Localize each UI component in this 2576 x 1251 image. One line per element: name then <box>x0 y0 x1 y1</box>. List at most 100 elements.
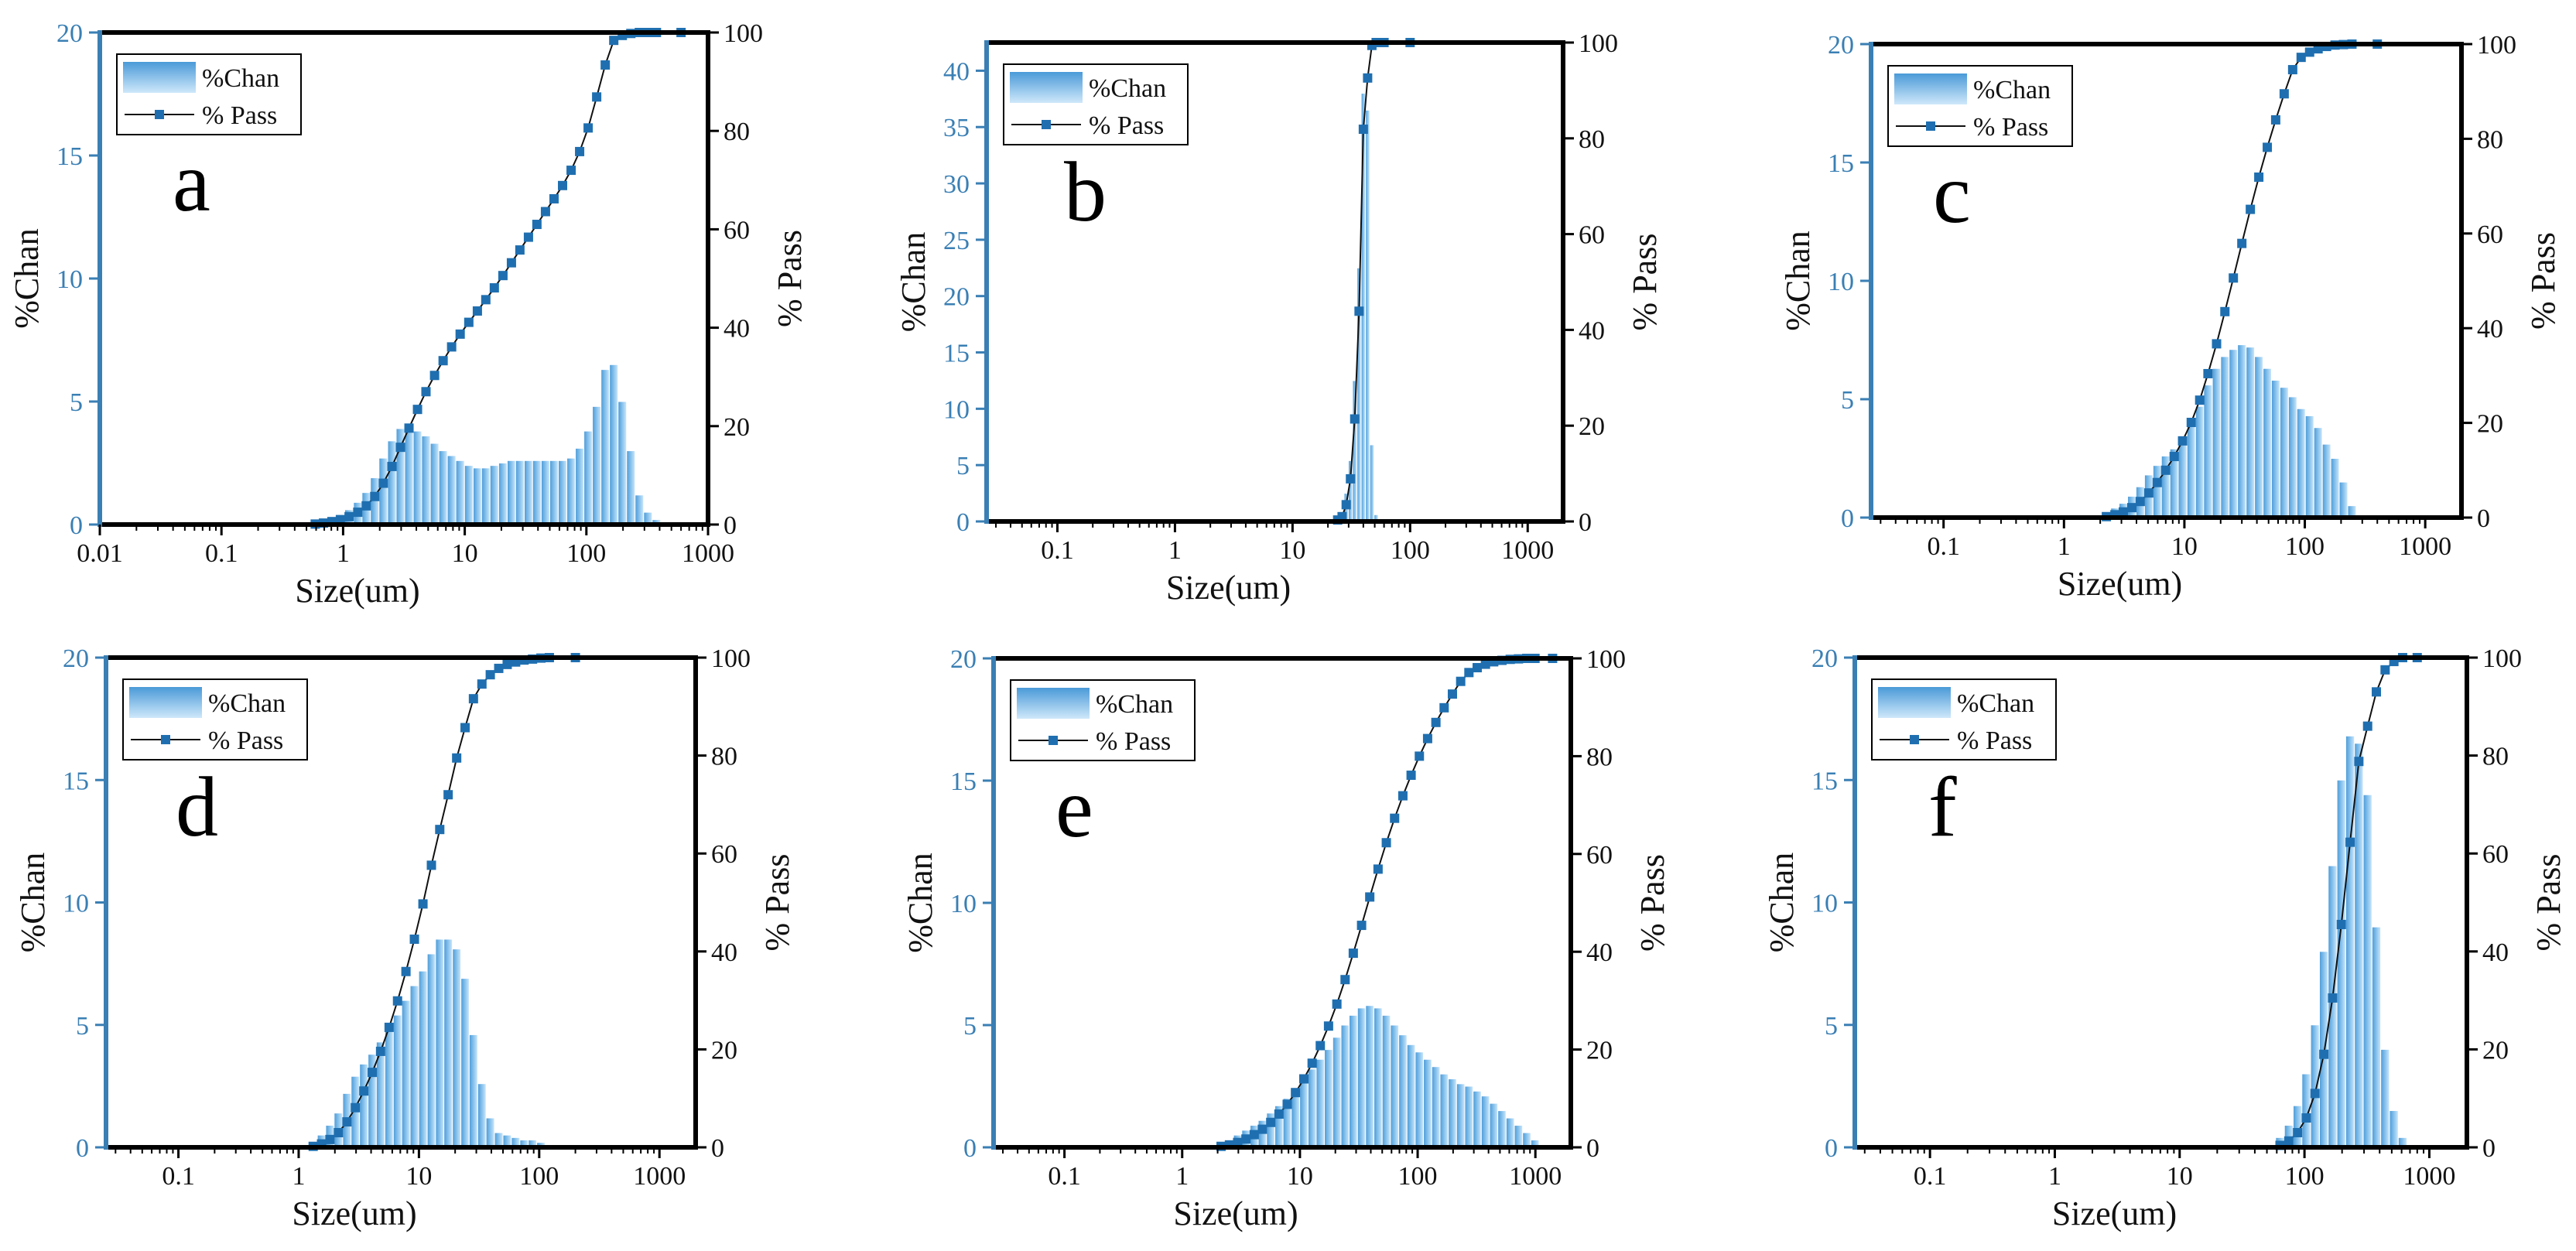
pass-marker <box>353 508 363 518</box>
y-right-axis-label: % Pass <box>1634 854 1671 952</box>
chan-bar <box>2254 356 2264 518</box>
pass-marker <box>1354 306 1364 316</box>
pass-marker <box>2160 465 2171 475</box>
chan-bar <box>429 443 440 525</box>
left-tick-label: 5 <box>1841 386 1854 415</box>
chan-bar <box>401 1000 411 1148</box>
right-tick-label: 40 <box>724 315 750 344</box>
pass-marker <box>418 899 428 909</box>
chart-panel-f: 0 5 10 15 20 0 20 40 60 80 100 0.1 1 10 100 1000 Size(um… <box>1763 644 2567 1232</box>
pass-marker <box>2186 417 2196 427</box>
chan-bar <box>1356 1007 1367 1148</box>
chan-bar <box>1406 1044 1416 1148</box>
pass-marker <box>2328 993 2338 1003</box>
right-tick-label: 60 <box>1586 841 1613 870</box>
left-tick-label: 20 <box>1828 31 1854 60</box>
chan-bar <box>2313 427 2323 518</box>
left-tick-label: 20 <box>950 645 977 674</box>
pass-marker <box>2310 1089 2320 1099</box>
right-tick-label: 60 <box>2477 220 2503 249</box>
pass-marker <box>558 180 568 190</box>
pass-marker <box>1365 892 1375 902</box>
legend: %Chan % Pass <box>1003 63 1189 145</box>
chan-bar <box>384 1027 394 1148</box>
chan-bar <box>468 1034 478 1148</box>
pass-marker <box>335 514 345 525</box>
pass-marker <box>1332 999 1342 1009</box>
pass-marker <box>351 1102 361 1113</box>
legend-pass-marker <box>155 110 164 119</box>
x-axis-label: Size(um) <box>295 572 419 610</box>
pass-marker <box>2362 721 2372 731</box>
y-left-axis-label: %Chan <box>8 228 46 329</box>
pass-marker <box>429 371 440 381</box>
right-tick-label: 100 <box>2482 644 2522 673</box>
chan-bar <box>418 970 428 1148</box>
pass-marker <box>325 1134 335 1144</box>
y-right-axis-label: % Pass <box>1626 234 1664 331</box>
pass-marker <box>575 146 585 156</box>
chan-bar <box>452 949 462 1148</box>
y-right-axis-label: % Pass <box>2524 232 2562 330</box>
legend-chan-swatch <box>1010 72 1083 103</box>
x-tick-label: 0.1 <box>1914 1162 1947 1191</box>
left-tick-label: 10 <box>950 890 977 918</box>
pass-marker <box>2126 503 2136 513</box>
right-tick-label: 100 <box>2477 31 2516 60</box>
chan-bar <box>1431 1066 1441 1148</box>
x-tick-label: 100 <box>519 1162 559 1191</box>
pass-marker <box>600 60 611 70</box>
right-tick-label: 100 <box>1586 645 1626 674</box>
x-tick-label: 10 <box>1287 1162 1313 1191</box>
right-tick-label: 100 <box>1579 29 1618 58</box>
right-tick-label: 40 <box>1586 938 1613 967</box>
y-right-axis-label: % Pass <box>758 854 796 952</box>
chan-bar <box>2177 439 2188 518</box>
x-tick-label: 0.1 <box>205 539 238 568</box>
chan-bar <box>2220 356 2230 518</box>
chan-bar <box>1439 1073 1449 1148</box>
chan-bar <box>1374 1007 1383 1148</box>
pass-marker <box>384 1022 394 1032</box>
pass-marker <box>2203 368 2213 378</box>
chan-bar <box>421 436 431 525</box>
pass-marker <box>404 423 414 433</box>
right-tick-label: 0 <box>1579 508 1592 537</box>
pass-marker <box>1323 1021 1333 1031</box>
chan-bar <box>1390 1024 1400 1148</box>
chan-bar <box>2328 865 2338 1148</box>
chart-panel-c: 0 5 10 15 20 0 20 40 60 80 100 0.1 1 10 100 1000 Size(um… <box>1779 31 2562 603</box>
chan-bar <box>2229 349 2239 518</box>
chan-bar <box>635 494 645 525</box>
pass-marker <box>506 258 516 268</box>
chan-bar <box>460 978 470 1148</box>
x-tick-label: 10 <box>452 539 478 568</box>
left-tick-label: 0 <box>70 511 83 540</box>
chan-bar <box>378 457 388 525</box>
pass-marker <box>1480 659 1490 669</box>
pass-marker <box>392 996 402 1006</box>
x-tick-label: 100 <box>1398 1162 1438 1191</box>
left-tick-label: 5 <box>956 452 970 480</box>
left-tick-label: 40 <box>943 57 970 86</box>
pass-marker <box>1241 1134 1251 1144</box>
chan-bar <box>2212 367 2222 518</box>
chan-bar <box>435 938 445 1148</box>
x-axis-label: Size(um) <box>1173 1195 1298 1232</box>
x-tick-label: 1000 <box>1509 1162 1562 1191</box>
left-tick-label: 15 <box>63 767 89 795</box>
chan-bar <box>438 450 448 525</box>
pass-marker <box>1464 668 1474 678</box>
right-tick-label: 60 <box>724 216 750 244</box>
legend-pass-marker <box>1910 735 1919 744</box>
chan-bar <box>2263 367 2272 518</box>
chan-bar <box>523 460 533 525</box>
pass-marker <box>2246 204 2256 214</box>
x-tick-label: 1 <box>1175 1162 1189 1191</box>
pass-marker <box>344 511 354 521</box>
x-tick-label: 1000 <box>2403 1162 2455 1191</box>
pass-marker <box>2304 47 2314 57</box>
chart-panel-d: 0 5 10 15 20 0 20 40 60 80 100 0.1 1 10 100 1000 Size(um… <box>14 644 796 1232</box>
left-tick-label: 20 <box>56 19 83 48</box>
left-tick-label: 10 <box>1828 268 1854 296</box>
